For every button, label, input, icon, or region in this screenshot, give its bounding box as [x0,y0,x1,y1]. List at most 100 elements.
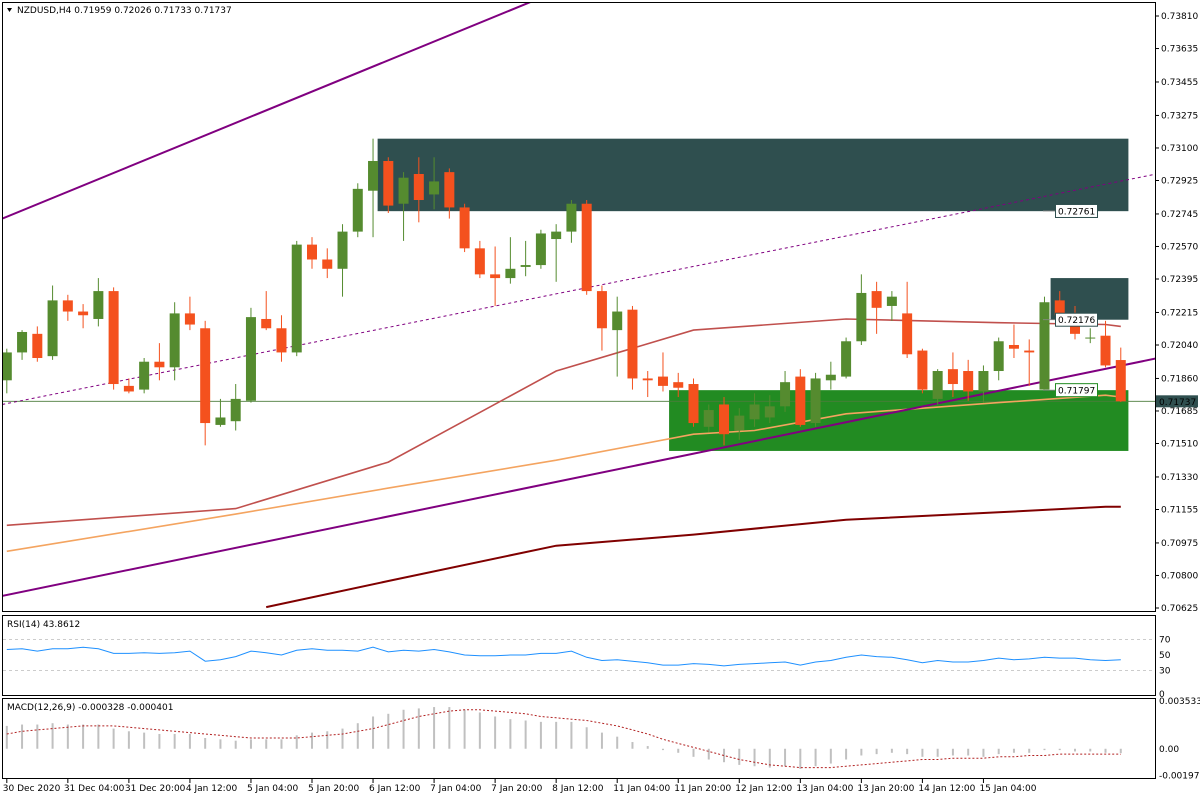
moving-average-line [265,505,1121,609]
candle [261,291,272,331]
current-price-label: 0.71737 [1159,398,1196,408]
candle [17,330,28,360]
candle [810,372,821,427]
candle [749,393,760,427]
price-tick-label: 0.71330 [1161,473,1198,483]
price-tick-label: 0.70625 [1161,604,1198,614]
candle [1100,320,1111,368]
price-tick-label: 0.71685 [1161,407,1198,417]
rsi-layer [3,639,1155,671]
candle [764,395,775,424]
candle [871,281,882,334]
zone-price-label: 0.72176 [1058,316,1095,326]
candle [352,183,363,238]
price-tick-label: 0.72215 [1161,308,1198,318]
candle [322,248,333,279]
candle [993,337,1004,381]
time-tick-label: 8 Jan 12:00 [552,784,604,794]
time-tick-label: 30 Dec 2020 [3,784,61,794]
zone-price-label: 0.72761 [1058,207,1095,217]
macd-tick-label: 0.00 [1159,745,1179,755]
time-tick-label: 31 Dec 04:00 [64,784,125,794]
time-tick-label: 13 Jan 20:00 [857,784,914,794]
candle [1115,347,1126,403]
time-tick-label: 4 Jan 12:00 [186,784,238,794]
price-tick-label: 0.72395 [1161,275,1198,285]
candle [337,224,348,297]
macd-axis: 0.003533 0.00 -0.00197 [1159,697,1200,781]
rsi-tick-label: 70 [1159,635,1171,645]
candle [657,352,668,392]
candle [307,237,317,269]
price-tick-label: 0.72925 [1161,176,1198,186]
macd-panel-frame [2,698,1156,779]
candle [978,365,989,403]
candle [108,287,119,390]
macd-layer [5,707,1122,769]
candle [184,296,195,331]
candle [642,371,653,398]
candle [413,157,424,223]
time-tick-label: 6 Jan 12:00 [369,784,421,794]
zone-price-tag [1055,312,1098,327]
candle [93,278,104,327]
price-tick-label: 0.73810 [1161,12,1198,22]
candle [551,224,562,282]
macd-caption: MACD(12,26,9) -0.000328 -0.000401 [7,703,173,713]
price-tick-label: 0.73635 [1161,45,1198,55]
candle [612,296,623,377]
supply-zone [377,138,1129,212]
time-tick-label: 12 Jan 12:00 [735,784,792,794]
candle [825,361,836,390]
symbol-dropdown-icon[interactable] [7,8,12,12]
candle [245,307,256,403]
candle [795,369,806,427]
candle [276,315,287,362]
candle [139,358,150,394]
zone-price-label: 0.71797 [1058,387,1095,397]
candle [169,302,180,381]
time-tick-label: 7 Jan 04:00 [430,784,482,794]
candle [566,200,577,243]
candle [688,378,699,427]
candle [62,294,73,321]
time-tick-label: 14 Jan 12:00 [918,784,975,794]
zones-layer [377,138,1129,451]
candle [444,168,455,219]
candle [200,320,211,446]
time-tick-label: 7 Jan 20:00 [491,784,543,794]
candle [719,397,730,446]
price-tick-label: 0.72745 [1161,210,1198,220]
rsi-axis: 70 50 30 0 [1159,635,1171,700]
macd-signal-line [6,709,1121,769]
time-tick-label: 11 Jan 04:00 [613,784,670,794]
price-tick-label: 0.73275 [1161,111,1198,121]
candle [47,285,58,360]
candle [581,200,592,295]
candle [32,326,43,362]
time-tick-label: 5 Jan 04:00 [247,784,299,794]
candle [505,237,516,284]
candle [734,408,745,440]
candle [627,305,638,390]
candle [780,371,791,412]
candle [1024,339,1035,386]
time-tick-label: 15 Jan 04:00 [979,784,1036,794]
price-tick-label: 0.73455 [1161,78,1198,88]
main-panel-frame [2,2,1156,612]
candle [856,274,867,345]
candle [520,240,531,277]
time-tick-label: 11 Jan 20:00 [674,784,731,794]
price-labels-layer: 0.72761 0.72176 0.71797 0.71737 [1043,203,1198,408]
candle [291,240,302,357]
price-tick-label: 0.73100 [1161,144,1198,154]
time-tick-label: 5 Jan 20:00 [308,784,360,794]
rsi-line [6,646,1121,667]
channel-line [3,3,531,220]
candle [932,369,943,405]
rsi-tick-label: 30 [1159,667,1171,677]
price-tick-label: 0.72040 [1161,341,1198,351]
candles-layer [3,138,1126,446]
channel-line [3,357,1155,597]
